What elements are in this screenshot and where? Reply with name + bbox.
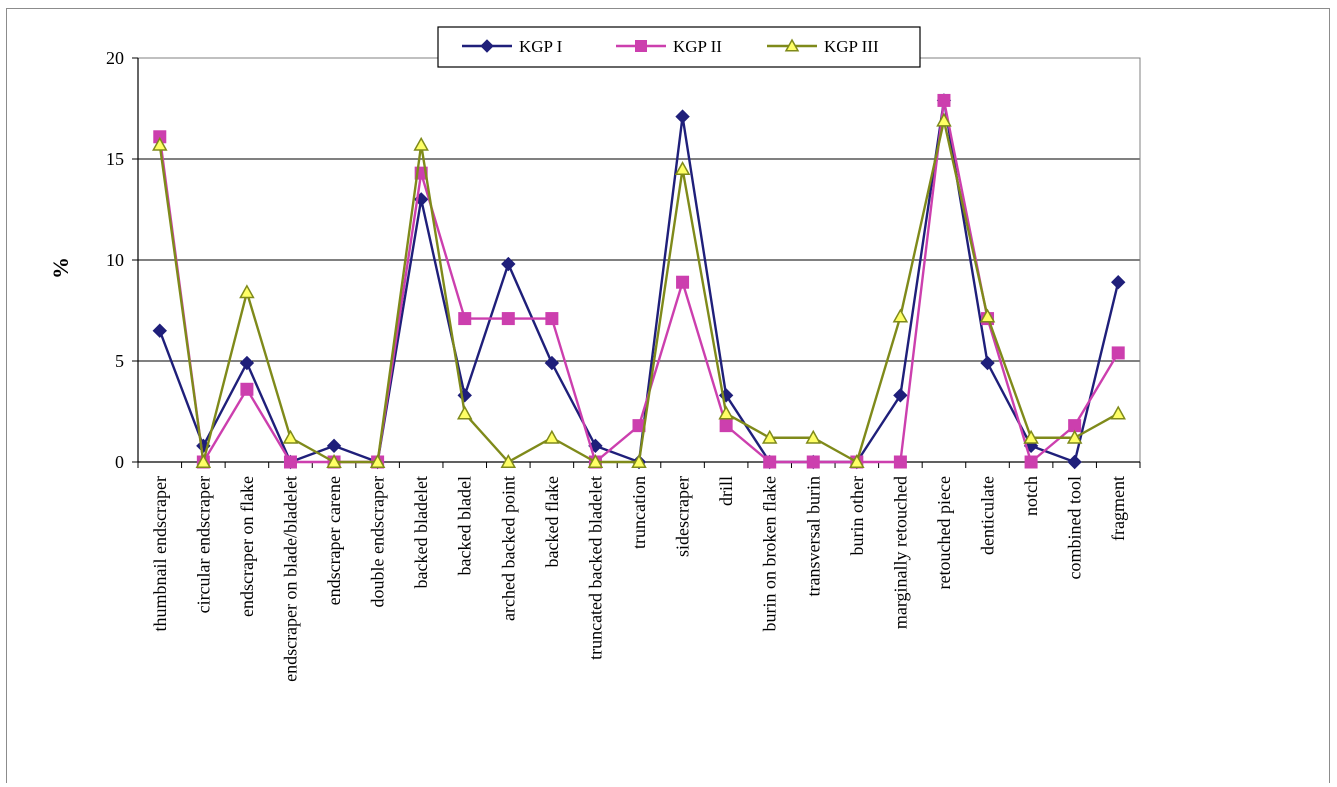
data-point — [719, 419, 733, 433]
x-axis-ticks: thumbnail endscraper circular endscraper e… — [137, 462, 1141, 682]
data-point — [936, 112, 952, 127]
data-point — [980, 355, 995, 371]
data-point — [675, 109, 690, 124]
legend-entry: KGP I — [462, 37, 563, 56]
x-tick-label: circular endscraper — [193, 476, 213, 613]
y-axis-ticks: 0 5 10 15 20 — [106, 48, 138, 472]
data-point — [1024, 455, 1038, 469]
legend-marker — [480, 39, 494, 53]
x-tick-label: arched backed point — [498, 476, 518, 621]
x-tick-label: backed bladelet — [411, 476, 431, 588]
y-tick-label: 10 — [106, 250, 124, 270]
data-point — [326, 453, 342, 468]
data-point — [501, 256, 516, 272]
data-point — [892, 308, 909, 323]
legend: KGP I KGP II KGP III — [437, 26, 921, 68]
series-kgp-iii — [152, 112, 1126, 468]
legend-marker — [784, 38, 800, 52]
x-tick-label: backed flake — [542, 476, 562, 567]
x-tick-label: truncated backed bladelet — [585, 476, 605, 660]
data-point — [893, 388, 908, 403]
data-point — [631, 453, 647, 468]
x-tick-label: burin on broken flake — [760, 476, 780, 631]
series-kgp-ii — [153, 93, 1125, 469]
data-point — [152, 323, 167, 338]
data-point — [239, 355, 255, 371]
data-point — [937, 93, 951, 107]
x-tick-label: notch — [1021, 476, 1041, 516]
data-point — [369, 453, 386, 468]
data-point — [761, 429, 778, 444]
y-tick-label: 0 — [115, 452, 124, 472]
legend-marker — [635, 40, 647, 52]
data-point — [1066, 429, 1083, 444]
x-tick-label: endscraper on flake — [237, 476, 257, 617]
data-point — [458, 312, 472, 326]
x-tick-label: combined tool — [1065, 476, 1085, 579]
data-point — [501, 312, 515, 326]
data-point — [849, 453, 865, 468]
chart-frame — [6, 8, 1330, 783]
series-line — [158, 99, 1120, 464]
data-point — [544, 429, 560, 444]
x-tick-label: truncation — [629, 476, 649, 549]
legend-label: KGP III — [824, 37, 879, 56]
data-point — [544, 355, 560, 371]
legend-entry: KGP II — [616, 37, 722, 56]
data-point — [1110, 405, 1126, 420]
x-tick-label: backed bladel — [455, 476, 475, 575]
data-point — [676, 275, 690, 289]
data-point — [1067, 454, 1082, 470]
legend-entry: KGP III — [767, 37, 879, 56]
data-point — [587, 453, 604, 468]
y-tick-label: 15 — [106, 149, 124, 169]
data-point — [806, 455, 820, 469]
x-tick-label: marginally retouched — [890, 476, 910, 629]
x-tick-label: sidescraper — [673, 476, 693, 557]
y-axis-title: % — [48, 257, 73, 279]
data-point — [718, 405, 734, 420]
x-tick-label: drill — [716, 476, 736, 506]
y-tick-label: 20 — [106, 48, 124, 68]
data-point — [674, 161, 691, 176]
x-tick-label: thumbnail endscraper — [150, 476, 170, 631]
data-point — [1111, 346, 1125, 360]
data-point — [456, 405, 473, 420]
data-point — [979, 308, 996, 323]
legend-box — [437, 26, 921, 68]
x-tick-label: transversal burin — [803, 476, 823, 596]
data-point — [545, 312, 559, 326]
x-tick-label: double endscraper — [368, 476, 388, 607]
data-point — [240, 382, 254, 396]
data-point — [805, 429, 822, 444]
legend-label: KGP I — [519, 37, 563, 56]
data-point — [500, 453, 517, 468]
data-point — [283, 455, 297, 469]
data-point — [413, 136, 429, 151]
legend-label: KGP II — [673, 37, 722, 56]
data-point — [763, 455, 777, 469]
x-tick-label: fragment — [1108, 476, 1128, 541]
data-point — [239, 284, 255, 299]
x-tick-label: endscraper carene — [324, 476, 344, 605]
data-point — [1111, 275, 1126, 290]
data-point — [1023, 429, 1039, 444]
x-tick-label: endscraper on blade/bladelet — [280, 476, 300, 682]
data-point — [195, 453, 212, 468]
series-lines — [152, 93, 1126, 470]
x-tick-label: retouched piece — [934, 476, 954, 589]
data-point — [152, 136, 168, 151]
x-tick-label: denticulate — [978, 476, 998, 555]
x-tick-label: burin other — [847, 476, 867, 555]
data-point — [326, 438, 342, 454]
data-point — [282, 429, 299, 444]
y-tick-label: 5 — [115, 351, 124, 371]
data-point — [893, 455, 907, 469]
